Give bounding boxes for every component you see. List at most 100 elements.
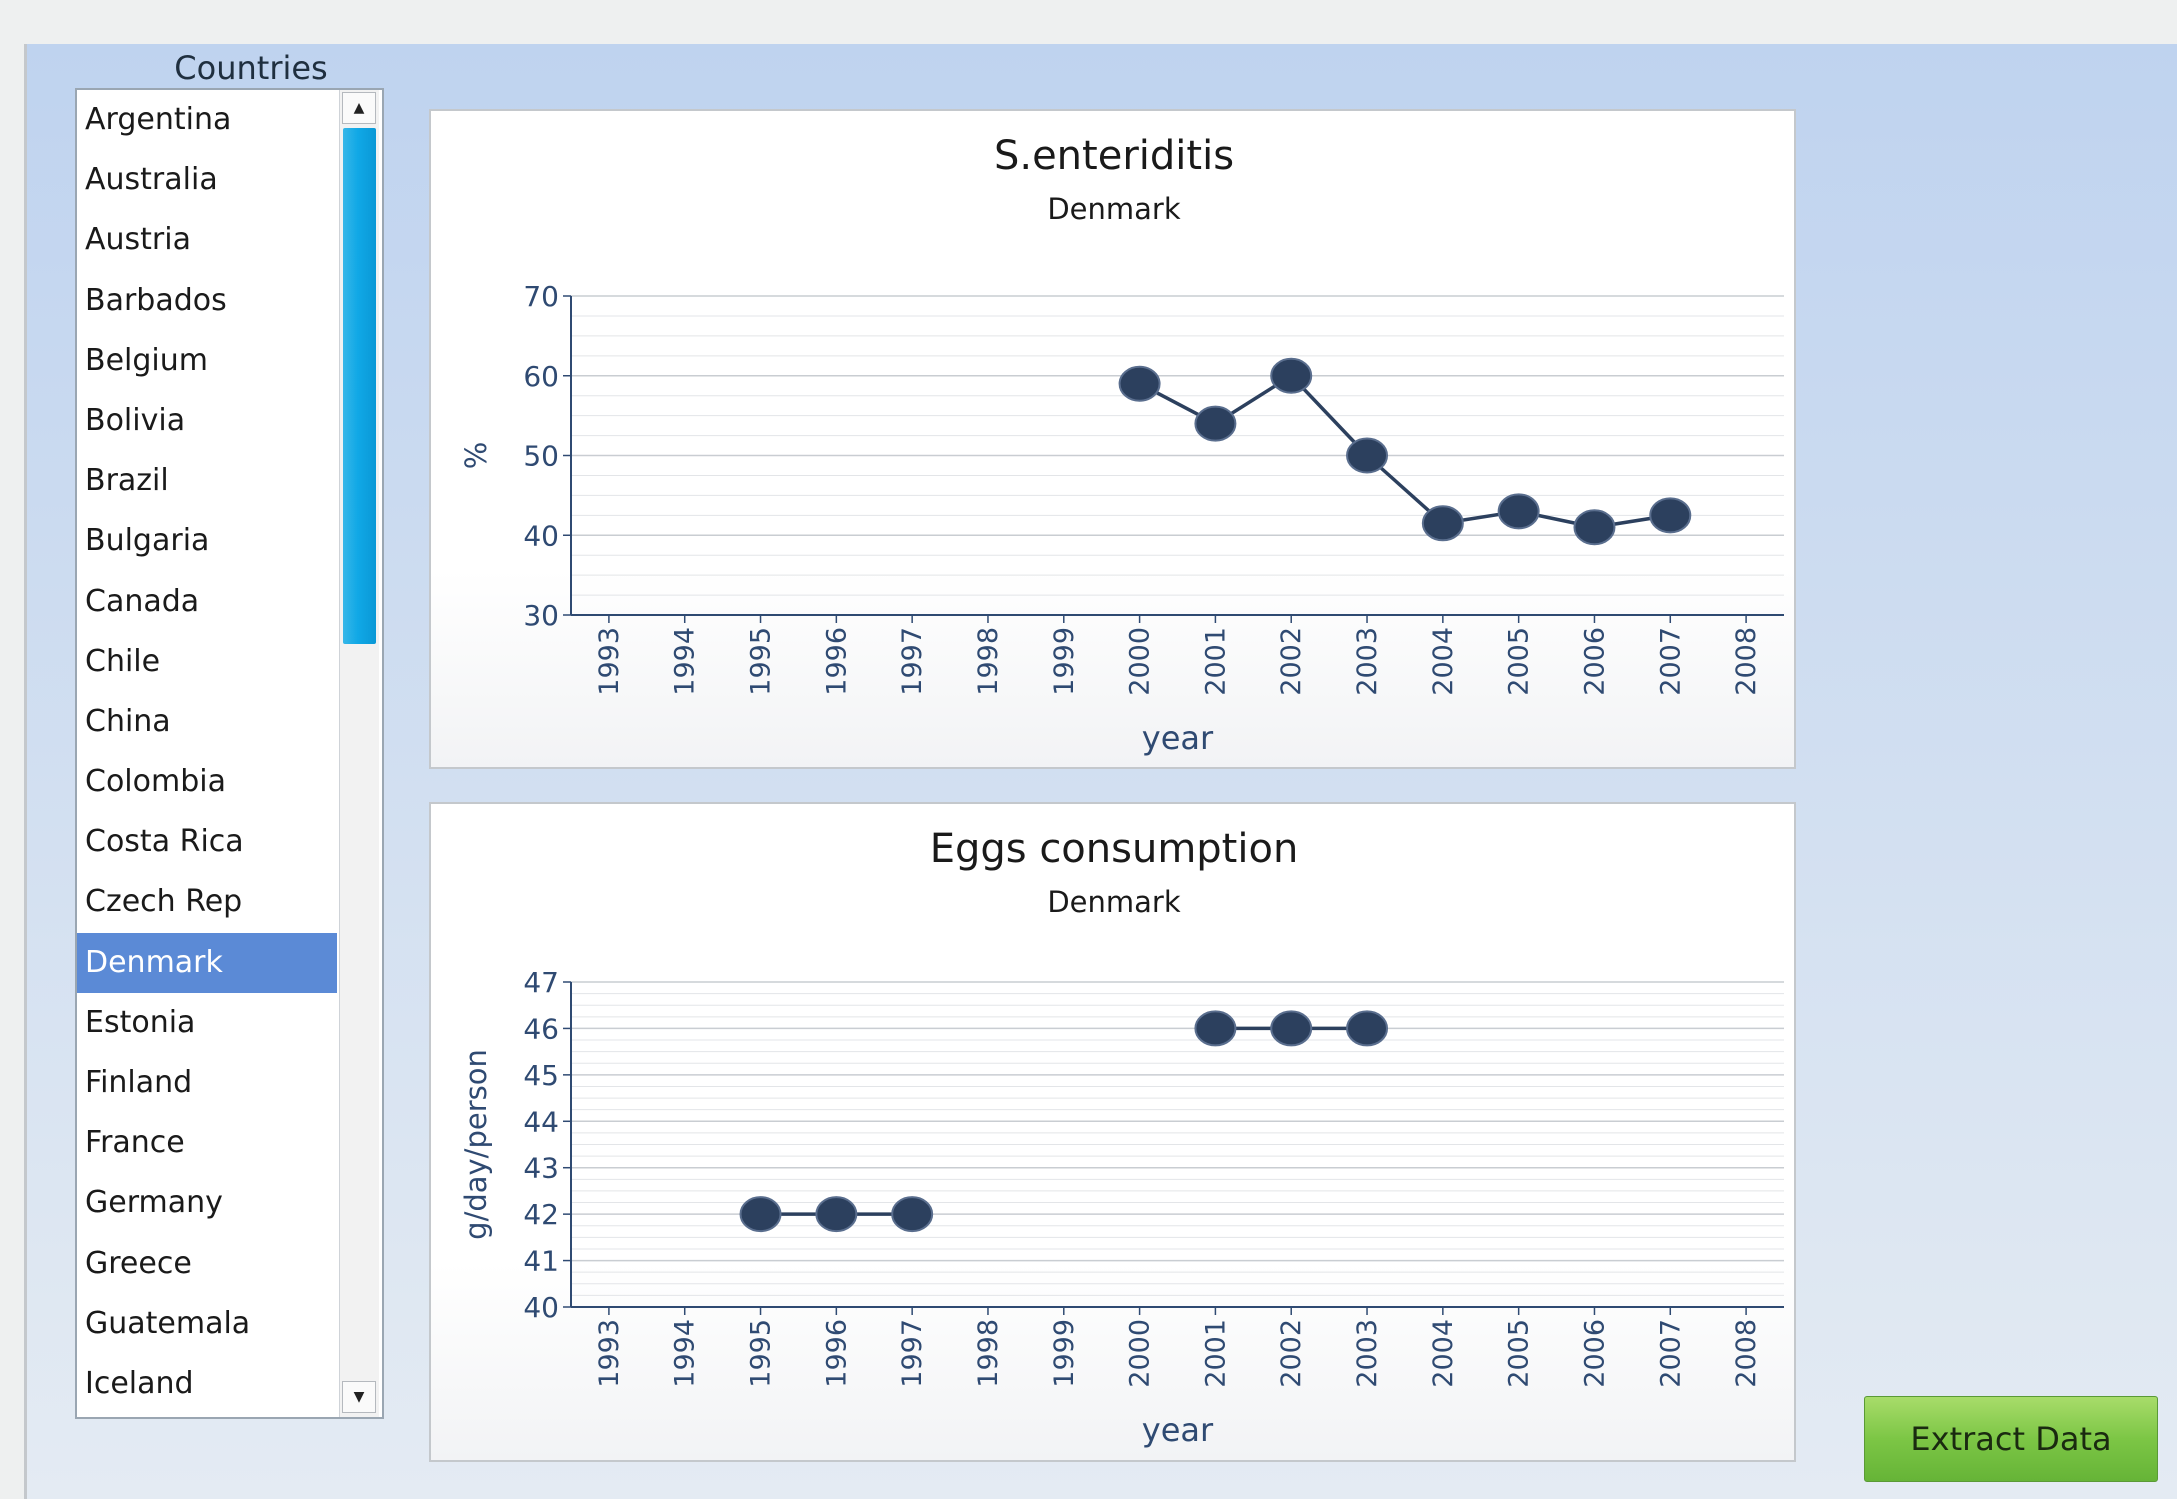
scrollbar[interactable]: ▲ ▼ xyxy=(339,90,379,1417)
countries-label: Countries xyxy=(174,49,328,87)
x-tick-label: 2005 xyxy=(1504,627,1535,696)
country-item[interactable]: Argentina xyxy=(85,102,232,137)
country-item[interactable]: Chile xyxy=(85,643,161,679)
x-tick-label: 1997 xyxy=(897,627,928,696)
y-axis-label: g/day/person xyxy=(459,1049,493,1240)
country-item[interactable]: Bolivia xyxy=(85,402,186,438)
country-item[interactable]: Costa Rica xyxy=(85,824,244,860)
country-listbox[interactable]: Argentina Australia Austria Barbados Belgium… xyxy=(75,88,384,1419)
x-tick-label: 1995 xyxy=(746,627,777,696)
country-item[interactable]: China xyxy=(85,703,171,739)
country-items: Argentina Australia Austria Barbados Belgium… xyxy=(77,90,337,1417)
x-tick-label: 2003 xyxy=(1352,627,1383,696)
x-tick-label: 1994 xyxy=(670,627,701,696)
x-tick-label: 1995 xyxy=(746,1319,777,1388)
x-tick-label: 2002 xyxy=(1276,627,1307,696)
chart-subtitle: Denmark xyxy=(1047,192,1180,226)
eggs-consumption-chart: Eggs consumption Denmark g/day/person ye… xyxy=(459,826,1784,1449)
x-tick-label: 1996 xyxy=(821,1319,852,1388)
data-point xyxy=(1270,1010,1313,1047)
y-tick-label: 42 xyxy=(523,1198,559,1231)
scroll-down-arrow-icon[interactable]: ▼ xyxy=(342,1381,376,1413)
data-point xyxy=(1346,437,1389,474)
x-tick-label: 2004 xyxy=(1428,627,1459,696)
country-item[interactable]: Guatemala xyxy=(85,1305,251,1341)
x-axis-label: year xyxy=(1142,719,1214,757)
country-item[interactable]: Australia xyxy=(85,162,218,198)
x-tick-label: 2003 xyxy=(1352,1319,1383,1388)
data-point xyxy=(1649,497,1692,534)
senteriditis-chart: S.enteriditis Denmark % year 70 60 50 40 30 1… xyxy=(459,133,1784,757)
x-tick-label: 1999 xyxy=(1049,1319,1080,1388)
country-item[interactable]: France xyxy=(85,1125,185,1161)
country-item[interactable]: Iceland xyxy=(85,1365,194,1401)
x-axis-label: year xyxy=(1142,1411,1214,1449)
x-tick-label: 2002 xyxy=(1276,1319,1307,1388)
y-tick-label: 60 xyxy=(523,360,559,393)
y-tick-label: 30 xyxy=(523,599,559,632)
x-tick-label: 2008 xyxy=(1731,1319,1762,1388)
chart-panel-eggs-consumption: Eggs consumption Denmark g/day/person ye… xyxy=(429,802,1796,1462)
x-tick-label: 1998 xyxy=(973,1319,1004,1388)
y-tick-label: 46 xyxy=(523,1012,559,1045)
x-tick-label: 1994 xyxy=(670,1319,701,1388)
country-item[interactable]: Denmark xyxy=(77,932,337,993)
x-tick-label: 1993 xyxy=(594,1319,625,1388)
y-tick-label: 40 xyxy=(523,1291,559,1324)
country-item[interactable]: Brazil xyxy=(85,463,169,499)
x-tick-label: 2001 xyxy=(1200,1319,1231,1388)
data-point xyxy=(739,1196,782,1233)
chart-title: Eggs consumption xyxy=(930,826,1299,872)
y-tick-label: 41 xyxy=(523,1245,559,1278)
x-tick-label: 1993 xyxy=(594,627,625,696)
extract-data-button[interactable]: Extract Data xyxy=(1864,1396,2158,1482)
x-tick-label: 2000 xyxy=(1125,1319,1156,1388)
data-point xyxy=(1497,493,1540,530)
data-point xyxy=(1118,365,1161,402)
chart-title: S.enteriditis xyxy=(994,133,1234,179)
x-tick-label: 1998 xyxy=(973,627,1004,696)
x-tick-label: 2007 xyxy=(1655,1319,1686,1388)
x-tick-label: 2006 xyxy=(1579,627,1610,696)
country-item[interactable]: Austria xyxy=(85,222,191,258)
y-tick-label: 50 xyxy=(523,440,559,473)
country-item[interactable]: Bulgaria xyxy=(85,523,210,559)
country-item[interactable]: Ireland xyxy=(77,1414,337,1417)
country-item[interactable]: Finland xyxy=(85,1065,193,1100)
y-tick-label: 45 xyxy=(523,1059,559,1092)
data-point xyxy=(1270,357,1313,394)
y-axis-label: % xyxy=(459,442,493,470)
scrollbar-thumb[interactable] xyxy=(343,128,376,644)
y-tick-label: 43 xyxy=(523,1152,559,1185)
data-point xyxy=(1346,1010,1389,1047)
x-tick-label: 1997 xyxy=(897,1319,928,1388)
country-item[interactable]: Colombia xyxy=(85,764,226,800)
app-panel: Countries Argentina Australia Austria Barba… xyxy=(24,44,2177,1499)
x-tick-label: 2004 xyxy=(1428,1319,1459,1388)
data-point xyxy=(815,1196,858,1233)
chart-panel-senteriditis: S.enteriditis Denmark % year 70 60 50 40 30 1… xyxy=(429,109,1796,769)
data-point xyxy=(1194,405,1237,442)
x-tick-label: 1996 xyxy=(821,627,852,696)
country-item[interactable]: Estonia xyxy=(85,1004,196,1040)
data-point xyxy=(1194,1010,1237,1047)
country-item[interactable]: Germany xyxy=(85,1185,223,1221)
y-tick-label: 44 xyxy=(523,1105,559,1138)
y-tick-label: 70 xyxy=(523,280,559,313)
country-item[interactable]: Czech Rep xyxy=(85,884,243,920)
chart-subtitle: Denmark xyxy=(1047,885,1180,919)
country-item[interactable]: Greece xyxy=(85,1245,192,1281)
data-point xyxy=(891,1196,934,1233)
y-tick-label: 47 xyxy=(523,966,559,999)
x-tick-label: 2000 xyxy=(1125,627,1156,696)
scroll-up-arrow-icon[interactable]: ▲ xyxy=(342,92,376,124)
country-item[interactable]: Belgium xyxy=(85,342,208,378)
x-tick-label: 1999 xyxy=(1049,627,1080,696)
data-point xyxy=(1421,505,1464,542)
country-item[interactable]: Barbados xyxy=(85,282,227,318)
data-point xyxy=(1573,509,1616,546)
x-tick-label: 2006 xyxy=(1579,1319,1610,1388)
x-tick-label: 2008 xyxy=(1731,627,1762,696)
country-item[interactable]: Canada xyxy=(85,583,200,619)
x-tick-label: 2007 xyxy=(1655,627,1686,696)
